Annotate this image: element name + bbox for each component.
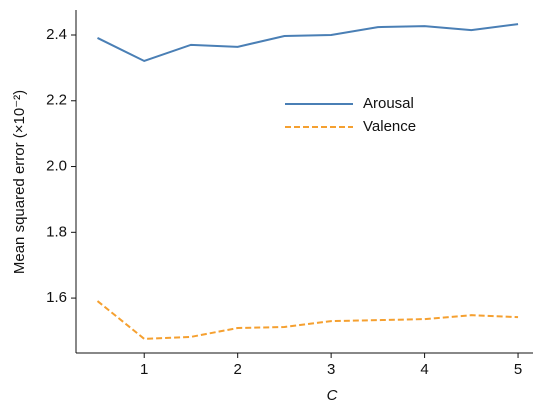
y-axis-label: Mean squared error (×10⁻²) <box>11 90 28 274</box>
y-tick-label: 2.0 <box>46 158 67 175</box>
x-tick-label: 4 <box>420 361 428 378</box>
x-tick-label: 5 <box>514 361 522 378</box>
x-tick-label: 3 <box>327 361 335 378</box>
y-tick-label: 1.6 <box>46 289 67 306</box>
x-tick-label: 1 <box>140 361 148 378</box>
y-tick-label: 2.4 <box>46 26 67 43</box>
y-tick-label: 2.2 <box>46 92 67 109</box>
series-line <box>97 23 519 63</box>
y-tick-label: 1.8 <box>46 223 67 240</box>
series-line <box>96 300 519 340</box>
legend-label: Valence <box>363 118 416 135</box>
x-tick-label: 2 <box>234 361 242 378</box>
x-axis-label: C <box>327 387 338 404</box>
legend-label: Arousal <box>363 95 414 112</box>
